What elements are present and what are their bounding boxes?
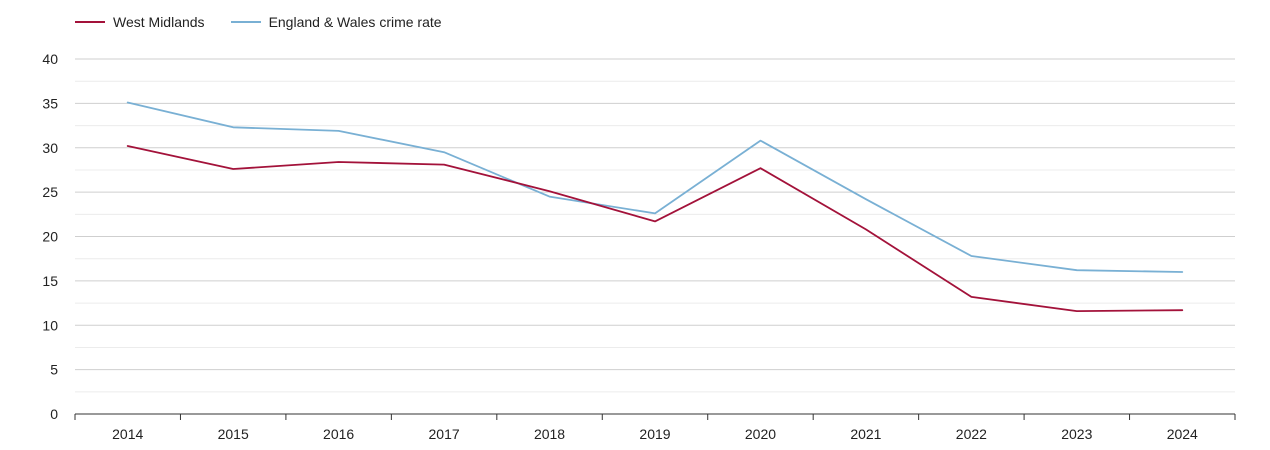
x-tick-label: 2014 xyxy=(112,426,143,442)
x-tick-label: 2023 xyxy=(1061,426,1092,442)
series-line-england-wales xyxy=(126,101,1184,273)
x-tick-label: 2022 xyxy=(956,426,987,442)
legend-label-west-midlands: West Midlands xyxy=(113,14,205,30)
y-tick-label: 0 xyxy=(50,406,58,422)
y-tick-label: 35 xyxy=(42,95,58,111)
chart-legend: West Midlands England & Wales crime rate xyxy=(75,14,442,30)
x-tick-label: 2021 xyxy=(850,426,881,442)
y-tick-label: 40 xyxy=(42,51,58,67)
x-tick-label: 2015 xyxy=(218,426,249,442)
x-tick-label: 2017 xyxy=(429,426,460,442)
y-tick-label: 15 xyxy=(42,273,58,289)
legend-label-england-wales: England & Wales crime rate xyxy=(268,14,442,30)
y-tick-label: 20 xyxy=(42,229,58,245)
x-tick-label: 2018 xyxy=(534,426,565,442)
y-tick-label: 5 xyxy=(50,362,58,378)
x-tick-label: 2016 xyxy=(323,426,354,442)
x-tick-label: 2020 xyxy=(745,426,776,442)
series-line-west-midlands xyxy=(126,145,1184,313)
legend-item-west-midlands: West Midlands xyxy=(75,14,205,30)
x-tick-label: 2024 xyxy=(1167,426,1198,442)
y-tick-label: 10 xyxy=(42,317,58,333)
y-tick-label: 25 xyxy=(42,184,58,200)
legend-swatch-west-midlands xyxy=(75,21,105,23)
x-tick-label: 2019 xyxy=(639,426,670,442)
y-tick-label: 30 xyxy=(42,140,58,156)
legend-item-england-wales: England & Wales crime rate xyxy=(230,14,442,30)
legend-swatch-england-wales xyxy=(230,21,261,23)
